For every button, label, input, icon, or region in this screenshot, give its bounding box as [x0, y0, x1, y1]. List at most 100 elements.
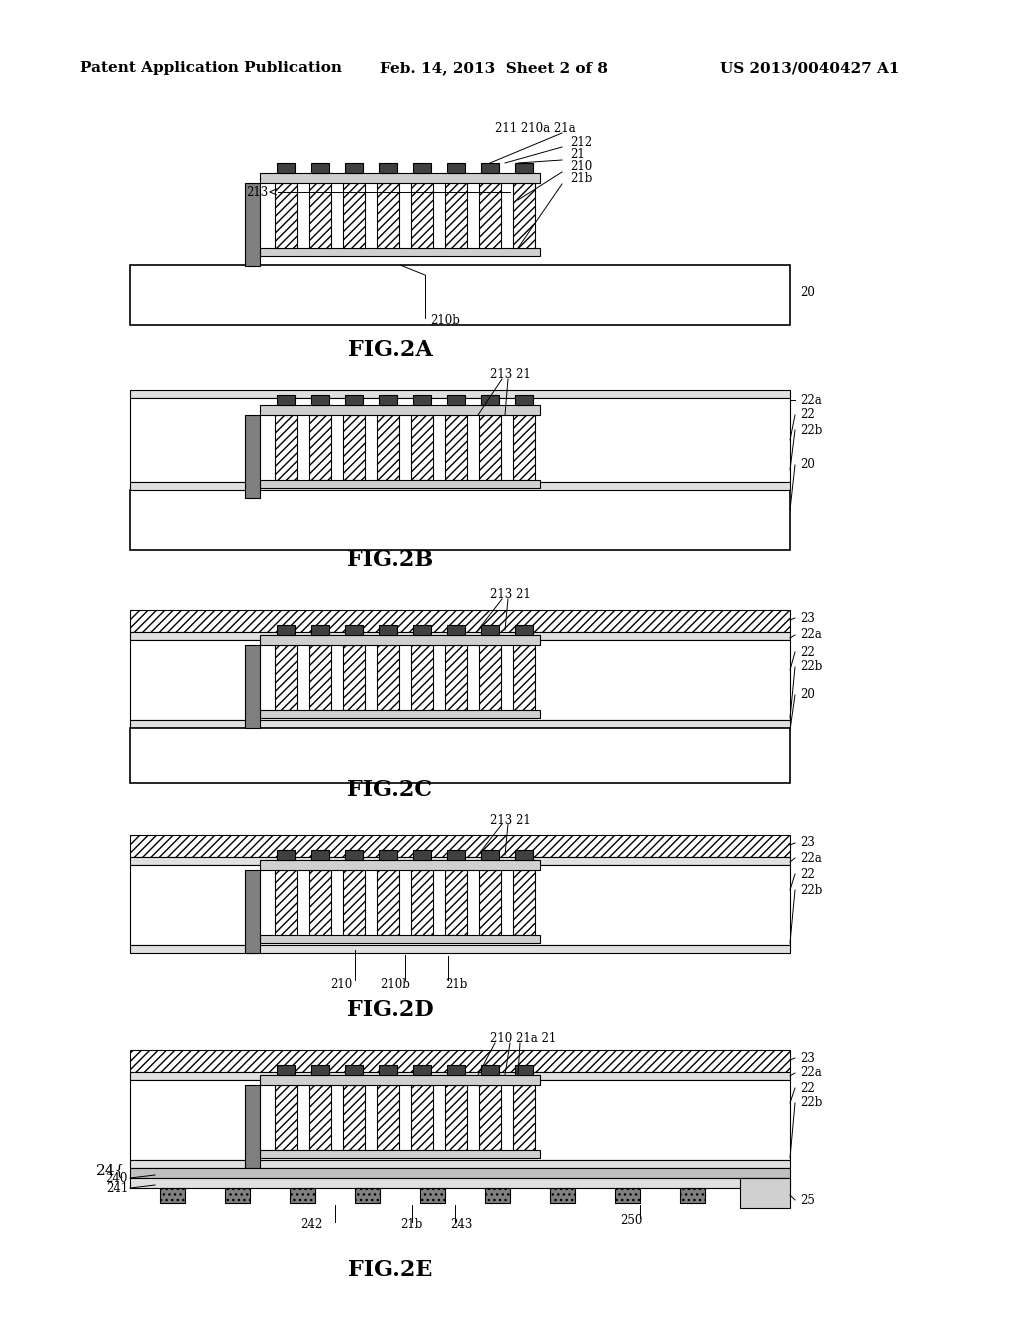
Text: FIG.2C: FIG.2C	[347, 779, 432, 801]
Bar	[515, 624, 534, 635]
Bar	[275, 183, 297, 248]
Bar	[130, 857, 790, 865]
Bar	[379, 1065, 397, 1074]
Text: FIG.2A: FIG.2A	[347, 339, 432, 360]
Bar	[130, 1049, 790, 1072]
Text: 22b: 22b	[800, 1097, 822, 1110]
Bar	[278, 850, 295, 861]
Bar	[278, 624, 295, 635]
Bar	[481, 624, 499, 635]
Bar	[260, 480, 540, 488]
Text: 22a: 22a	[800, 393, 821, 407]
Bar	[411, 870, 433, 935]
Bar	[345, 1065, 362, 1074]
Text: 22b: 22b	[800, 660, 822, 673]
Bar	[377, 183, 399, 248]
Text: 22: 22	[800, 867, 815, 880]
Text: 210b: 210b	[430, 314, 460, 326]
Bar	[311, 395, 329, 405]
Bar	[130, 1160, 790, 1168]
Bar	[260, 1150, 540, 1158]
Text: 241: 241	[105, 1181, 128, 1195]
Text: 22a: 22a	[800, 628, 821, 642]
Bar	[130, 1080, 790, 1160]
Bar	[413, 624, 431, 635]
Bar	[130, 640, 790, 719]
Bar	[225, 1188, 250, 1203]
Bar	[377, 870, 399, 935]
Bar	[479, 645, 501, 710]
Bar	[130, 399, 790, 482]
Bar	[447, 624, 465, 635]
Text: 23: 23	[800, 837, 815, 850]
Bar	[447, 850, 465, 861]
Bar	[130, 389, 790, 399]
Bar	[413, 850, 431, 861]
Bar	[379, 624, 397, 635]
Text: 20: 20	[800, 689, 815, 701]
Bar	[130, 490, 790, 550]
Text: 210: 210	[330, 978, 352, 991]
Bar	[515, 162, 534, 173]
Text: 240: 240	[105, 1172, 128, 1184]
Bar	[345, 624, 362, 635]
Text: 21b: 21b	[445, 978, 467, 991]
Text: 24{: 24{	[96, 1163, 125, 1177]
Bar	[379, 162, 397, 173]
Bar	[275, 414, 297, 480]
Bar	[311, 1065, 329, 1074]
Bar	[481, 850, 499, 861]
Bar	[445, 645, 467, 710]
Bar	[260, 173, 540, 183]
Text: 21b: 21b	[400, 1218, 422, 1232]
Bar	[345, 162, 362, 173]
Bar	[513, 645, 535, 710]
Bar	[275, 645, 297, 710]
Bar	[479, 870, 501, 935]
Bar	[309, 645, 331, 710]
Text: 213 21: 213 21	[490, 368, 530, 381]
Text: 213 21: 213 21	[490, 589, 530, 602]
Bar	[130, 1168, 790, 1177]
Text: 22a: 22a	[800, 1067, 821, 1080]
Bar	[130, 1072, 790, 1080]
Bar	[411, 1085, 433, 1150]
Bar	[260, 248, 540, 256]
Text: 213<: 213<	[246, 186, 278, 198]
Text: 243: 243	[450, 1218, 472, 1232]
Bar	[515, 395, 534, 405]
Bar	[740, 1177, 790, 1208]
Text: 210 21a 21: 210 21a 21	[490, 1031, 556, 1044]
Bar	[245, 183, 260, 267]
Bar	[130, 836, 790, 857]
Bar	[275, 1085, 297, 1150]
Bar	[260, 1074, 540, 1085]
Text: 210b: 210b	[380, 978, 410, 991]
Bar	[245, 414, 260, 498]
Bar	[160, 1188, 185, 1203]
Bar	[245, 870, 260, 953]
Text: 242: 242	[300, 1218, 323, 1232]
Text: FIG.2D: FIG.2D	[347, 999, 433, 1020]
Bar	[413, 395, 431, 405]
Bar	[515, 850, 534, 861]
Bar	[278, 162, 295, 173]
Bar	[130, 482, 790, 490]
Bar	[130, 945, 790, 953]
Bar	[513, 1085, 535, 1150]
Bar	[479, 414, 501, 480]
Bar	[130, 610, 790, 632]
Bar	[485, 1188, 510, 1203]
Bar	[550, 1188, 575, 1203]
Bar	[275, 870, 297, 935]
Bar	[513, 414, 535, 480]
Text: 213 21: 213 21	[490, 813, 530, 826]
Text: 211 210a 21a: 211 210a 21a	[495, 121, 575, 135]
Bar	[260, 183, 540, 248]
Bar	[481, 162, 499, 173]
Text: Feb. 14, 2013  Sheet 2 of 8: Feb. 14, 2013 Sheet 2 of 8	[380, 61, 608, 75]
Bar	[130, 1177, 790, 1188]
Bar	[447, 162, 465, 173]
Bar	[260, 710, 540, 718]
Text: Patent Application Publication: Patent Application Publication	[80, 61, 342, 75]
